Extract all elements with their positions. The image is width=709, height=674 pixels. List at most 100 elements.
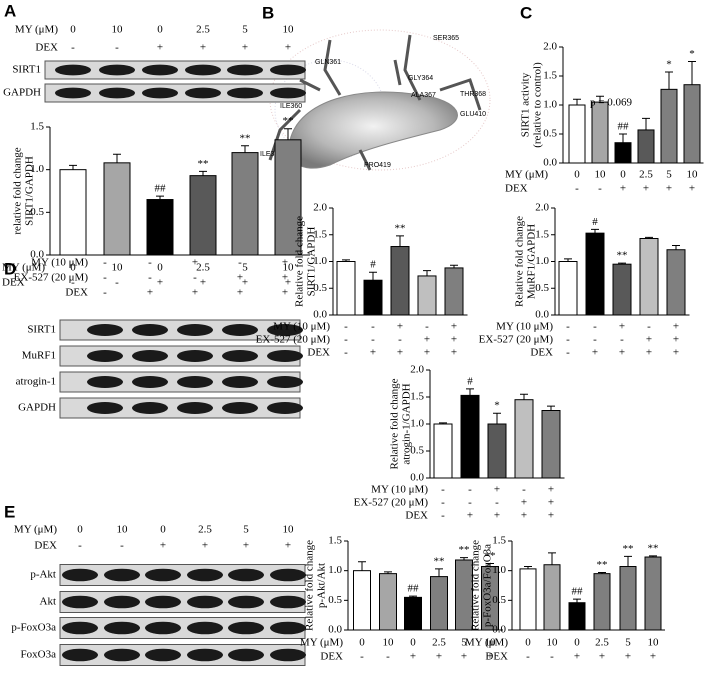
x-row-label: DEX [405,510,428,522]
blot-band-label: p-FoxO3a [11,622,56,634]
x-row-value: + [574,651,580,663]
x-row-label: DEX [2,277,25,289]
blot-band [142,64,178,76]
blot-band-label: SIRT1 [12,64,41,76]
blot-header-value: + [200,42,206,54]
x-row-value: + [436,651,442,663]
x-row-value: + [451,321,457,333]
blot-header-value: - [120,540,124,552]
significance-label: ** [617,250,628,262]
bar [103,162,131,256]
blot-header-value: + [242,42,248,54]
bar [433,423,453,479]
y-axis-label: Relative fold change [389,378,401,469]
bar [591,101,609,164]
residue-label: SER365 [433,35,459,42]
x-row-value: + [673,321,679,333]
error-bar [598,571,606,574]
blot-band [187,595,223,609]
x-row-value: 10 [547,637,559,649]
blot-band-label: p-Akt [30,569,56,581]
x-row-value: + [424,347,430,359]
panel-label: D [4,259,16,278]
bar [487,423,507,479]
x-row-value: - [386,651,390,663]
blot-header-value: 10 [112,24,124,36]
x-row-value: + [650,651,656,663]
blot-band [228,568,264,582]
x-row-value: + [620,183,626,195]
annotation: p = 0.069 [590,97,632,109]
y-tick-label: 2.0 [535,202,549,214]
bar [568,104,586,164]
bar [274,139,302,256]
error-bar [524,566,532,569]
x-row-label: MY (10 μM) [496,321,553,333]
significance-label: ## [572,586,584,598]
sticks [268,34,482,171]
x-row-value: + [467,510,473,522]
y-tick-label: 2.0 [410,364,424,376]
bar [637,129,655,164]
y-axis-label: MuRF1/GAPDH [526,224,538,299]
y-tick-label: 0.5 [535,282,549,294]
blot-header-value: - [148,272,152,284]
blot-band [187,621,223,635]
x-row-value: - [550,651,554,663]
blot-band [132,402,168,414]
x-row-value: + [410,651,416,663]
error-bar [520,393,528,400]
blot-band [55,87,91,99]
x-row-value: - [468,484,472,496]
blot-band [145,595,181,609]
blot-band [187,568,223,582]
blot-band [104,595,140,609]
blot-header-value: 5 [243,524,249,536]
y-tick-label: 0.0 [30,249,44,261]
error-bar [156,195,164,200]
blot-band [87,324,123,336]
x-row-value: 10 [112,262,124,274]
y-axis-label: Relative fold change [470,540,482,631]
significance-label: ** [240,132,251,144]
error-bar [460,557,468,560]
blot-band [142,87,178,99]
significance-label: ** [648,542,659,554]
blot-band [270,595,306,609]
x-row-value: 2.5 [595,637,609,649]
error-bar [113,153,121,163]
y-tick-label: 1.0 [313,255,327,267]
blot-band [62,648,98,662]
bar [619,566,637,631]
blot-header-value: + [285,42,291,54]
blot-band [104,568,140,582]
bar [417,275,437,316]
x-row-value: 10 [648,637,660,649]
x-row-value: - [598,183,602,195]
x-row-value: + [521,510,527,522]
significance-label: ** [623,543,634,555]
bar [460,394,480,479]
significance-label: ## [618,121,630,133]
residue-label: THR368 [460,91,486,98]
y-tick-label: 1.0 [535,255,549,267]
bar [568,602,586,631]
y-tick-label: 1.5 [30,121,44,133]
blot-header-value: + [192,287,198,299]
error-bar [409,595,417,598]
y-tick-label: 0.5 [30,206,44,218]
x-row-value: 10 [687,169,699,181]
y-tick-label: 1.0 [543,99,557,111]
y-tick-label: 0.0 [313,309,327,321]
residue-label: ILE360 [280,103,302,110]
blot-band [132,350,168,362]
blot-header-label: EX-527 (20 μM) [14,272,89,284]
error-bar [619,133,627,143]
blot-band [62,568,98,582]
blot-header-value: + [147,287,153,299]
error-bar [284,128,292,140]
y-axis-label: (relative to control) [532,62,544,148]
y-axis-label: SIRT1 activity [520,72,532,137]
significance-label: ** [283,115,294,127]
